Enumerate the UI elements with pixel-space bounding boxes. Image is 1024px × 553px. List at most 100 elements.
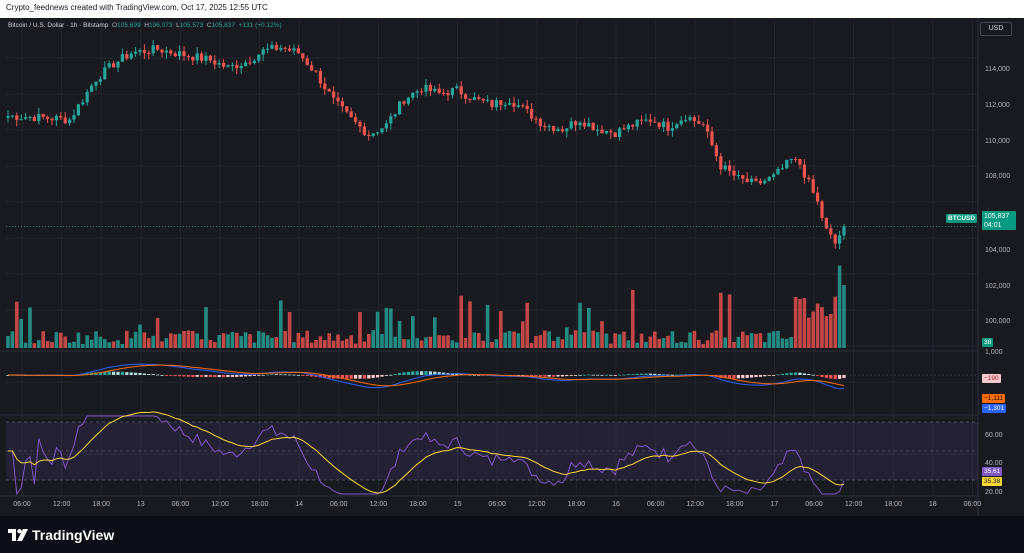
macd-histogram-bar — [816, 375, 820, 376]
candle-body — [305, 58, 309, 66]
volume-bar — [208, 339, 213, 348]
volume-bar — [37, 340, 41, 348]
volume-bar — [490, 342, 494, 348]
macd-histogram-bar — [477, 375, 481, 376]
candle-body — [785, 159, 789, 169]
candle-body — [763, 180, 767, 184]
volume-bar — [15, 301, 19, 348]
candle-body — [230, 64, 234, 66]
candle-body — [829, 228, 833, 235]
candle-body — [750, 178, 754, 182]
macd-histogram-bar — [160, 374, 164, 376]
volume-bar — [477, 332, 481, 348]
volume-bar — [551, 340, 556, 348]
macd-histogram-bar — [354, 375, 358, 379]
macd-histogram-bar — [279, 374, 283, 376]
candle-body — [318, 70, 322, 84]
volume-bar — [556, 336, 560, 348]
macd-histogram-bar — [305, 375, 309, 376]
candle-body — [613, 132, 617, 138]
volume-bar — [419, 340, 424, 348]
macd-histogram-bar — [222, 375, 226, 378]
candle-body — [288, 48, 292, 51]
volume-bar — [820, 307, 824, 348]
candle-body — [653, 121, 657, 123]
macd-histogram-bar — [424, 371, 428, 375]
macd-histogram-bar — [758, 375, 762, 377]
macd-histogram-bar — [389, 374, 393, 376]
volume-bar — [573, 330, 578, 348]
price-tick: 112,000 — [985, 102, 1010, 109]
volume-bar — [23, 342, 28, 348]
time-tick: 06:00 — [330, 501, 348, 508]
rsi-ma-line — [8, 411, 845, 494]
candle-body — [547, 126, 551, 128]
macd-histogram-bar — [631, 374, 635, 375]
candle-body — [389, 116, 393, 124]
candle-body — [296, 48, 300, 54]
macd-histogram-bar — [349, 375, 353, 379]
macd-histogram-bar — [547, 375, 551, 377]
candle-body — [68, 119, 72, 124]
currency-button[interactable]: USD — [980, 22, 1012, 36]
candle-body — [398, 101, 402, 115]
volume-bar — [243, 332, 248, 348]
macd-histogram-bar — [459, 373, 463, 375]
volume-bar — [6, 335, 10, 348]
candle-body — [15, 115, 19, 120]
candle-body — [345, 106, 349, 112]
macd-histogram-bar — [398, 372, 402, 375]
time-tick: 12:00 — [52, 501, 71, 508]
candle-body — [191, 56, 195, 61]
volume-bar — [279, 300, 283, 348]
candle-body — [327, 89, 331, 92]
volume-bar — [617, 334, 622, 348]
macd-histogram-bar — [362, 375, 366, 379]
volume-bar — [446, 335, 450, 348]
volume-bar — [204, 307, 208, 348]
volume-bar — [424, 337, 428, 348]
macd-histogram-bar — [266, 374, 270, 376]
volume-bar — [323, 340, 327, 348]
volume-bar — [829, 314, 833, 348]
volume-bar — [591, 330, 595, 348]
rsi-ma-badge: 35.38 — [982, 477, 1003, 486]
chart-canvas[interactable] — [0, 18, 1024, 516]
volume-bar — [367, 333, 371, 348]
candle-body — [679, 120, 683, 125]
volume-bar — [547, 331, 551, 348]
volume-bar — [81, 343, 85, 348]
volume-bar — [494, 339, 499, 348]
volume-bar — [103, 339, 107, 348]
candle-body — [626, 124, 630, 130]
candle-body — [745, 178, 749, 182]
macd-histogram-badge: −190 — [982, 374, 1001, 383]
macd-histogram-bar — [120, 371, 124, 375]
time-tick: 06:00 — [171, 501, 190, 508]
volume-bar — [41, 331, 45, 348]
candle-body — [525, 105, 529, 109]
volume-bar — [76, 332, 81, 348]
time-tick: 18:00 — [567, 501, 586, 508]
macd-histogram-bar — [257, 375, 261, 376]
candle-body — [112, 63, 116, 68]
candle-body — [569, 121, 573, 129]
macd-histogram-bar — [776, 374, 780, 376]
macd-histogram-bar — [723, 375, 727, 379]
macd-histogram-bar — [609, 374, 613, 376]
macd-histogram-bar — [785, 373, 789, 375]
volume-bar — [107, 342, 111, 348]
candle-body — [178, 51, 182, 57]
macd-histogram-bar — [736, 375, 740, 379]
volume-bar — [274, 337, 279, 348]
macd-histogram-bar — [191, 375, 195, 377]
candle-body — [767, 176, 771, 181]
volume-bar — [433, 317, 437, 348]
chart-panel[interactable]: Bitcoin / U.S. Dollar · 1h · Bitstamp O1… — [0, 18, 1024, 516]
candle-body — [701, 123, 705, 125]
volume-bar — [98, 336, 103, 348]
candle-body — [41, 113, 45, 117]
tradingview-logo[interactable]: TradingView — [8, 527, 114, 543]
candle-body — [446, 92, 450, 96]
candle-body — [578, 122, 582, 126]
